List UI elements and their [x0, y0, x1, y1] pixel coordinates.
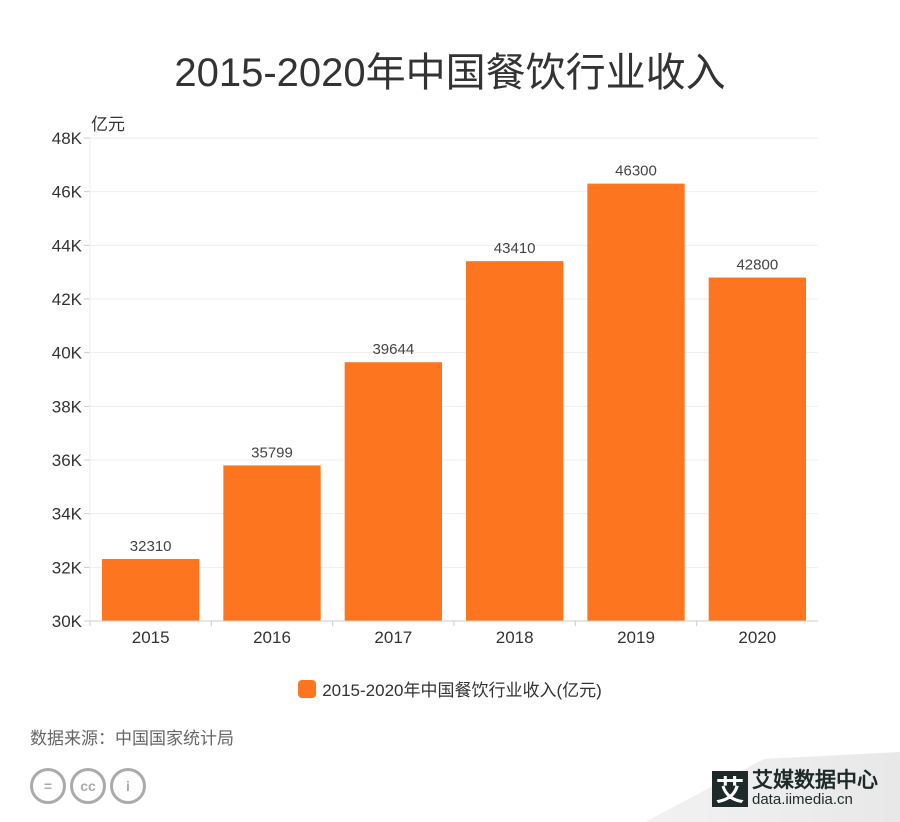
x-tick-label: 2019 [617, 628, 655, 647]
chart-title: 2015-2020年中国餐饮行业收入 [174, 51, 726, 95]
equal-icon: = [30, 768, 66, 804]
bar-2016[interactable] [223, 465, 321, 621]
x-tick-label: 2018 [496, 628, 534, 647]
bar-2015[interactable] [102, 559, 200, 621]
y-tick-label: 30K [52, 612, 83, 631]
person-icon: i [110, 768, 146, 804]
y-tick-label: 32K [52, 558, 83, 577]
data-label: 32310 [130, 538, 172, 555]
y-tick-label: 40K [52, 344, 83, 363]
bar-chart: 30K 32K 34K 36K 38K 40K 42K 44K 46K 48K 亿元 32310 201… [52, 115, 818, 647]
y-tick-label: 46K [52, 183, 83, 202]
data-label: 35799 [251, 444, 293, 461]
x-tick-label: 2020 [738, 628, 776, 647]
brand-name: 艾媒数据中心 [752, 769, 878, 792]
y-tick-label: 34K [52, 505, 83, 524]
bar-2020[interactable] [708, 277, 806, 621]
bar-2018[interactable] [466, 261, 564, 621]
y-tick-label: 44K [52, 236, 83, 255]
x-tick-label: 2017 [374, 628, 412, 647]
source-note: 数据来源：中国国家统计局 [30, 729, 234, 748]
y-axis-label: 亿元 [91, 115, 125, 134]
y-tick-label: 38K [52, 397, 83, 416]
legend-label: 2015-2020年中国餐饮行业收入(亿元) [322, 681, 602, 700]
data-label: 46300 [615, 163, 657, 180]
license-icons: = cc i [30, 768, 146, 804]
y-tick-label: 48K [52, 129, 83, 148]
legend[interactable]: 2015-2020年中国餐饮行业收入(亿元) [0, 676, 900, 701]
x-tick-label: 2015 [132, 628, 170, 647]
brand-url: data.iimedia.cn [752, 791, 853, 808]
legend-swatch [298, 679, 317, 698]
brand-logo-mark: 艾 [712, 771, 748, 807]
bar-2017[interactable] [344, 362, 442, 621]
x-tick-label: 2016 [253, 628, 291, 647]
y-tick-label: 36K [52, 451, 83, 470]
data-label: 43410 [494, 240, 536, 257]
data-label: 39644 [372, 341, 414, 358]
cc-icon: cc [70, 768, 106, 804]
brand-logo: 艾艾媒数据中心 data.iimedia.cn [712, 770, 878, 808]
data-label: 42800 [736, 257, 778, 274]
bar-2019[interactable] [587, 183, 685, 621]
y-tick-label: 42K [52, 290, 83, 309]
